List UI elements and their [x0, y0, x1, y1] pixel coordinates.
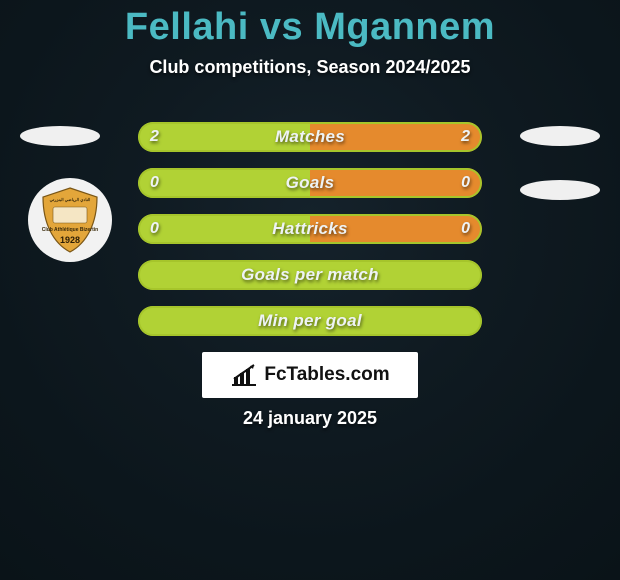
- stat-row: Goals0 0: [138, 168, 482, 198]
- stat-value-right: 0: [461, 214, 470, 244]
- placeholder-ellipse: [520, 126, 600, 146]
- club-badge-inner: النادي الرياضي البنزرتي Club Athlétique …: [35, 185, 105, 255]
- stat-value-left: 0: [150, 214, 159, 244]
- svg-text:Club Athlétique Bizertin: Club Athlétique Bizertin: [42, 227, 98, 233]
- placeholder-ellipse: [520, 180, 600, 200]
- bar-chart-icon: [230, 363, 258, 387]
- stat-row: Matches2 2: [138, 122, 482, 152]
- player-right-name: Mgannem: [314, 6, 495, 48]
- shield-icon: النادي الرياضي البنزرتي Club Athlétique …: [35, 185, 105, 255]
- page-title: Fellahi vs Mgannem: [0, 0, 620, 49]
- stat-value-left: 0: [150, 168, 159, 198]
- stat-row: Hattricks0 0: [138, 214, 482, 244]
- placeholder-ellipse: [20, 126, 100, 146]
- stat-value-right: 0: [461, 168, 470, 198]
- comparison-card: Fellahi vs Mgannem Club competitions, Se…: [0, 0, 620, 580]
- date-text: 24 january 2025: [0, 408, 620, 429]
- stat-label: Min per goal: [138, 306, 482, 336]
- stat-label: Hattricks: [138, 214, 482, 244]
- player-left-name: Fellahi: [125, 6, 249, 48]
- club-badge-left: النادي الرياضي البنزرتي Club Athlétique …: [28, 178, 112, 262]
- vs-sep: vs: [260, 6, 303, 48]
- stat-rows: Matches22Goals00Hattricks00Goals per mat…: [138, 122, 482, 352]
- stat-row: Goals per match: [138, 260, 482, 290]
- subtitle: Club competitions, Season 2024/2025: [0, 57, 620, 78]
- brand-text: FcTables.com: [264, 364, 389, 386]
- stat-label: Goals per match: [138, 260, 482, 290]
- svg-text:1928: 1928: [60, 235, 80, 245]
- stat-label: Matches: [138, 122, 482, 152]
- stat-label: Goals: [138, 168, 482, 198]
- stat-row: Min per goal: [138, 306, 482, 336]
- brand-badge[interactable]: FcTables.com: [202, 352, 418, 398]
- stat-value-right: 2: [461, 122, 470, 152]
- stat-value-left: 2: [150, 122, 159, 152]
